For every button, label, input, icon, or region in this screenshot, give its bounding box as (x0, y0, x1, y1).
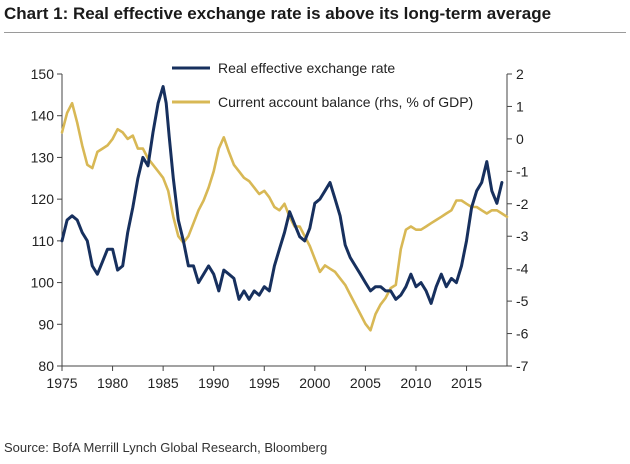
right-tick-label: -5 (516, 293, 529, 309)
legend-label: Current account balance (rhs, % of GDP) (218, 94, 473, 110)
x-tick-label: 1980 (97, 375, 128, 391)
left-tick-label: 130 (31, 149, 55, 165)
title-divider (4, 32, 626, 33)
left-tick-label: 120 (31, 191, 55, 207)
right-tick-label: -2 (516, 196, 529, 212)
right-tick-label: 0 (516, 131, 524, 147)
x-tick-label: 2010 (400, 375, 431, 391)
x-tick-label: 1995 (249, 375, 280, 391)
legend-backdrop (170, 90, 480, 112)
left-tick-label: 150 (31, 66, 55, 82)
series-line-current-account-balance (60, 101, 509, 332)
x-tick-label: 2000 (299, 375, 330, 391)
left-tick-label: 90 (38, 316, 54, 332)
legend-label: Real effective exchange rate (218, 60, 395, 76)
right-tick-label: -3 (516, 228, 529, 244)
left-tick-label: 140 (31, 108, 55, 124)
x-tick-label: 1975 (46, 375, 77, 391)
right-tick-label: 2 (516, 66, 524, 82)
x-tick-label: 2015 (451, 375, 482, 391)
right-tick-label: -4 (516, 261, 529, 277)
x-tick-label: 2005 (350, 375, 381, 391)
left-tick-label: 80 (38, 358, 54, 374)
left-tick-label: 110 (32, 233, 55, 249)
right-tick-label: -7 (516, 358, 529, 374)
right-tick-label: 1 (516, 98, 524, 114)
source-note: Source: BofA Merrill Lynch Global Resear… (4, 440, 328, 455)
legend: Real effective exchange rate Current acco… (170, 56, 480, 112)
right-tick-label: -1 (516, 163, 529, 179)
right-axis-ticks: 2 1 0 -1 -2 -3 -4 -5 -6 -7 (507, 66, 529, 374)
left-tick-label: 100 (31, 275, 55, 291)
x-tick-label: 1990 (198, 375, 229, 391)
x-axis-ticks: 1975 1980 1985 1990 1995 2000 2005 2010 2015 (46, 366, 482, 391)
series-layer (60, 85, 509, 332)
x-tick-label: 1985 (148, 375, 179, 391)
series-line-real-effective-exchange-rate (60, 85, 504, 305)
chart-title: Chart 1: Real effective exchange rate is… (4, 4, 552, 23)
left-axis-ticks: 150 140 130 120 110 100 90 80 (31, 66, 62, 374)
legend-backdrop (170, 56, 426, 78)
right-tick-label: -6 (516, 326, 529, 342)
